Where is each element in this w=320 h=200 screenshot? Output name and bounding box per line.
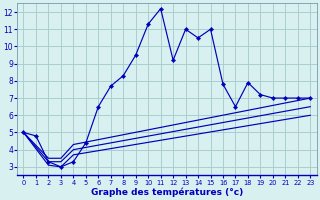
X-axis label: Graphe des températures (°c): Graphe des températures (°c) — [91, 187, 243, 197]
